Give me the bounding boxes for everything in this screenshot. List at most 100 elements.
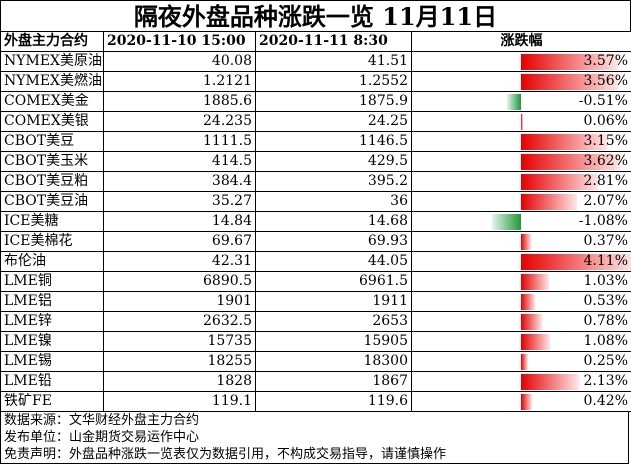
prev-price: 1.2121 xyxy=(103,71,256,92)
table-row: LME铜 6890.5 6961.5 1.03% xyxy=(0,271,631,292)
table-row: LME镍 15735 15905 1.08% xyxy=(0,331,631,352)
contract-name: NYMEX美原油 xyxy=(0,51,104,72)
change-bar xyxy=(521,294,535,310)
contract-name: ICE美棉花 xyxy=(0,231,104,252)
change-cell: 2.81% xyxy=(411,171,631,192)
table-row: NYMEX美原油 40.08 41.51 3.57% xyxy=(0,51,631,72)
prev-price: 1828 xyxy=(103,371,256,392)
change-bar xyxy=(507,94,521,110)
table-row: CBOT美玉米 414.5 429.5 3.62% xyxy=(0,151,631,172)
table-row: NYMEX美燃油 1.2121 1.2552 3.56% xyxy=(0,71,631,92)
prev-price: 15735 xyxy=(103,331,256,352)
header-name: 外盘主力合约 xyxy=(0,31,104,52)
change-value: 0.25% xyxy=(583,353,628,369)
prev-price: 2632.5 xyxy=(103,311,256,332)
footer-publisher: 发布单位：山金期货交易运作中心 xyxy=(4,430,200,445)
prev-price: 14.84 xyxy=(103,211,256,232)
change-cell: 1.08% xyxy=(411,331,631,352)
contract-name: COMEX美金 xyxy=(0,91,104,112)
curr-price: 18300 xyxy=(255,351,412,372)
table-row: CBOT美豆油 35.27 36 2.07% xyxy=(0,191,631,212)
contract-name: LME铝 xyxy=(0,291,104,312)
table-row: COMEX美金 1885.6 1875.9 -0.51% xyxy=(0,91,631,112)
change-cell: 4.11% xyxy=(411,251,631,272)
change-cell: 0.37% xyxy=(411,231,631,252)
change-bar xyxy=(521,254,631,270)
contract-name: 布伦油 xyxy=(0,251,104,272)
contract-name: 铁矿FE xyxy=(0,391,104,412)
change-bar xyxy=(521,374,579,390)
change-value: -1.08% xyxy=(578,213,628,229)
table-row: LME铅 1828 1867 2.13% xyxy=(0,371,631,392)
prev-price: 18255 xyxy=(103,351,256,372)
curr-price: 2653 xyxy=(255,311,412,332)
curr-price: 1911 xyxy=(255,291,412,312)
contract-name: LME锌 xyxy=(0,311,104,332)
change-value: 2.07% xyxy=(583,193,628,209)
curr-price: 44.05 xyxy=(255,251,412,272)
change-cell: 0.78% xyxy=(411,311,631,332)
change-value: 3.57% xyxy=(583,53,628,69)
change-cell: 3.56% xyxy=(411,71,631,92)
change-value: 3.15% xyxy=(583,133,628,149)
page-title: 隔夜外盘品种涨跌一览 11月11日 xyxy=(0,0,631,31)
change-bar xyxy=(521,394,532,410)
contract-name: CBOT美豆油 xyxy=(0,191,104,212)
table-row: 铁矿FE 119.1 119.6 0.42% xyxy=(0,391,631,412)
table-row: 布伦油 42.31 44.05 4.11% xyxy=(0,251,631,272)
footer-notes: 数据来源：文华财经外盘主力合约 发布单位：山金期货交易运作中心 免责声明：外盘品… xyxy=(0,412,629,464)
curr-price: 119.6 xyxy=(255,391,412,412)
table-row: COMEX美银 24.235 24.25 0.06% xyxy=(0,111,631,132)
change-value: 2.13% xyxy=(583,373,628,389)
change-bar xyxy=(521,174,598,190)
table-row: LME锡 18255 18300 0.25% xyxy=(0,351,631,372)
prev-price: 24.235 xyxy=(103,111,256,132)
change-cell: -1.08% xyxy=(411,211,631,232)
quote-table: 外盘主力合约 2020-11-10 15:00 2020-11-11 8:30 … xyxy=(0,31,631,412)
footer-source: 数据来源：文华财经外盘主力合约 xyxy=(4,413,200,428)
curr-price: 6961.5 xyxy=(255,271,412,292)
change-cell: 1.03% xyxy=(411,271,631,292)
change-cell: 3.15% xyxy=(411,131,631,152)
change-bar xyxy=(492,214,521,230)
contract-name: CBOT美玉米 xyxy=(0,151,104,172)
change-bar xyxy=(521,354,528,370)
change-bar xyxy=(521,114,523,130)
change-bar xyxy=(521,234,531,250)
change-bar xyxy=(521,54,618,70)
contract-name: LME锡 xyxy=(0,351,104,372)
header-curr-time: 2020-11-11 8:30 xyxy=(255,31,412,52)
change-cell: -0.51% xyxy=(411,91,631,112)
change-value: 0.78% xyxy=(583,313,628,329)
curr-price: 24.25 xyxy=(255,111,412,132)
contract-name: CBOT美豆粕 xyxy=(0,171,104,192)
change-bar xyxy=(521,154,620,170)
curr-price: 15905 xyxy=(255,331,412,352)
change-value: 0.42% xyxy=(583,393,628,409)
change-cell: 0.42% xyxy=(411,391,631,412)
footer-disclaimer: 免责声明：外盘品种涨跌一览表仅为数据引用，不构成交易指导，请谨慎操作 xyxy=(4,447,447,462)
contract-name: COMEX美银 xyxy=(0,111,104,132)
change-value: 2.81% xyxy=(583,173,628,189)
change-cell: 2.13% xyxy=(411,371,631,392)
header-prev-time: 2020-11-10 15:00 xyxy=(103,31,256,52)
curr-price: 41.51 xyxy=(255,51,412,72)
change-bar xyxy=(521,194,577,210)
change-cell: 3.57% xyxy=(411,51,631,72)
prev-price: 40.08 xyxy=(103,51,256,72)
curr-price: 1875.9 xyxy=(255,91,412,112)
prev-price: 384.4 xyxy=(103,171,256,192)
prev-price: 42.31 xyxy=(103,251,256,272)
table-row: CBOT美豆粕 384.4 395.2 2.81% xyxy=(0,171,631,192)
change-value: 3.62% xyxy=(583,153,628,169)
contract-name: ICE美糖 xyxy=(0,211,104,232)
change-bar xyxy=(521,334,550,350)
prev-price: 1111.5 xyxy=(103,131,256,152)
prev-price: 1885.6 xyxy=(103,91,256,112)
change-value: 4.11% xyxy=(583,253,628,269)
change-value: 0.06% xyxy=(583,113,628,129)
prev-price: 119.1 xyxy=(103,391,256,412)
change-cell: 2.07% xyxy=(411,191,631,212)
curr-price: 1.2552 xyxy=(255,71,412,92)
